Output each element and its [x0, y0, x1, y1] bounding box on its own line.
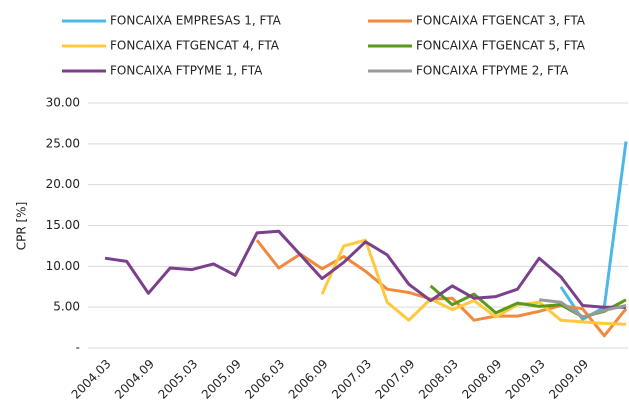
- x-tick-label: 2009.03: [503, 357, 548, 402]
- y-tick-label: -: [76, 341, 80, 355]
- y-tick-label: 30.00: [46, 96, 80, 110]
- y-axis-label: CPR [%]: [15, 202, 29, 251]
- x-tick-label: 2008.09: [459, 357, 504, 402]
- x-tick-label: 2005.09: [199, 357, 244, 402]
- y-tick-label: 5.00: [53, 300, 80, 314]
- x-tick-label: 2009.09: [546, 357, 591, 402]
- legend-label: FONCAIXA FTPYME 1, FTA: [110, 64, 263, 78]
- x-tick-label: 2004.03: [69, 357, 114, 402]
- x-tick-label: 2005.03: [155, 357, 200, 402]
- series-line: [104, 229, 626, 309]
- y-tick-label: 15.00: [46, 218, 80, 232]
- x-tick-label: 2007.03: [329, 357, 374, 402]
- legend-label: FONCAIXA FTGENCAT 4, FTA: [110, 39, 280, 53]
- y-tick-label: 10.00: [46, 259, 80, 273]
- x-tick-label: 2006.09: [286, 357, 331, 402]
- legend-label: FONCAIXA FTGENCAT 5, FTA: [416, 39, 586, 53]
- legend-label: FONCAIXA FTGENCAT 3, FTA: [416, 14, 586, 28]
- y-tick-label: 20.00: [46, 177, 80, 191]
- x-tick-label: 2006.03: [242, 357, 287, 402]
- series-line: [320, 238, 627, 326]
- x-tick-label: 2004.09: [112, 357, 157, 402]
- series-line: [539, 298, 627, 319]
- y-tick-label: 25.00: [46, 136, 80, 150]
- series-line: [559, 141, 628, 321]
- x-tick-label: 2007.09: [373, 357, 418, 402]
- x-tick-label: 2008.03: [416, 357, 461, 402]
- legend-label: FONCAIXA FTPYME 2, FTA: [416, 64, 569, 78]
- legend-label: FONCAIXA EMPRESAS 1, FTA: [110, 14, 282, 28]
